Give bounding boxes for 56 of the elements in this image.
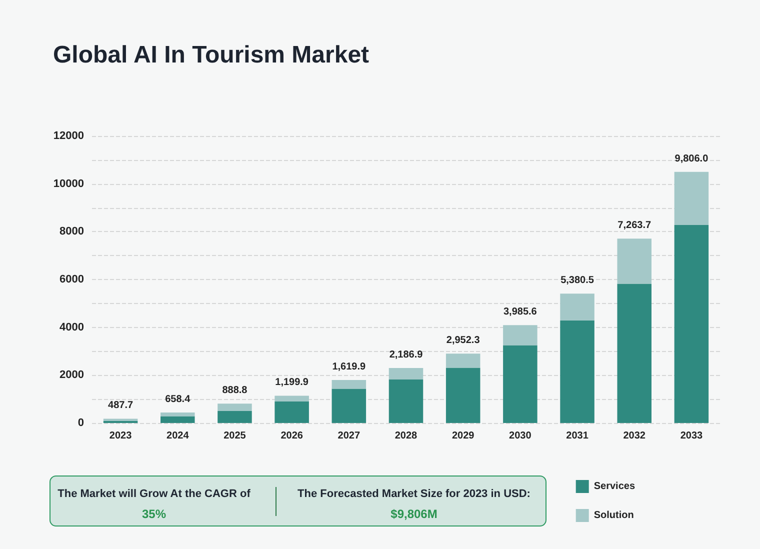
bar — [617, 284, 652, 423]
x-tick-label: 2027 — [338, 430, 360, 442]
y-tick-label: 10000 — [53, 178, 84, 190]
annotation: 5,380.5 — [560, 275, 594, 286]
y-tick-label: 4000 — [60, 321, 84, 334]
annotation: 1,619.9 — [332, 361, 366, 372]
bar — [274, 396, 309, 402]
annotation: 2,952.3 — [446, 335, 480, 346]
x-tick-label: 2023 — [109, 430, 132, 442]
legend-label: Solution — [594, 510, 634, 521]
bar — [388, 379, 424, 423]
bar — [332, 380, 366, 389]
chart-title: Global AI In Tourism Market — [53, 42, 370, 68]
x-tick-label: 2025 — [224, 430, 246, 442]
bar — [274, 401, 309, 423]
y-tick-label: 2000 — [60, 369, 84, 382]
bar — [560, 294, 594, 320]
x-tick-label: 2024 — [166, 430, 190, 442]
bar — [503, 345, 538, 423]
bar — [218, 411, 252, 423]
bar — [560, 320, 594, 423]
annotation: 487.7 — [108, 400, 134, 412]
bar — [218, 404, 252, 412]
bar — [446, 354, 480, 368]
bar — [446, 368, 480, 423]
y-tick-label: 0 — [78, 417, 84, 429]
annotation: 3,985.6 — [503, 306, 538, 318]
bar — [388, 368, 424, 380]
bar — [674, 224, 709, 423]
text: The Forecasted Market Size for 2023 in USD: — [298, 488, 530, 500]
text: 35% — [142, 507, 166, 521]
bar — [674, 172, 709, 225]
x-tick-label: 2032 — [623, 430, 646, 442]
annotation: 658.4 — [165, 394, 191, 405]
x-tick-label: 2031 — [566, 430, 589, 442]
annotation: 9,806.0 — [674, 153, 709, 164]
bar — [332, 388, 366, 423]
bar — [160, 416, 195, 423]
annotation: 2,186.9 — [389, 349, 424, 360]
bar — [160, 412, 195, 416]
y-tick-label: 8000 — [60, 226, 84, 238]
x-tick-label: 2029 — [452, 430, 475, 442]
x-tick-label: 2030 — [509, 430, 532, 442]
x-tick-label: 2028 — [394, 430, 418, 442]
bar — [617, 238, 652, 284]
annotation: 888.8 — [222, 385, 248, 396]
legend-label: Services — [594, 481, 636, 492]
annotation: 1,199.9 — [275, 377, 309, 388]
y-tick-label: 6000 — [60, 274, 84, 286]
x-tick-label: 2026 — [280, 430, 304, 442]
text: The Market will Grow At the CAGR of — [58, 488, 251, 500]
y-tick-label: 12000 — [53, 130, 84, 142]
x-tick-label: 2033 — [680, 430, 704, 442]
annotation: 7,263.7 — [618, 220, 652, 232]
text: $9,806M — [390, 507, 438, 521]
bar — [503, 325, 538, 346]
